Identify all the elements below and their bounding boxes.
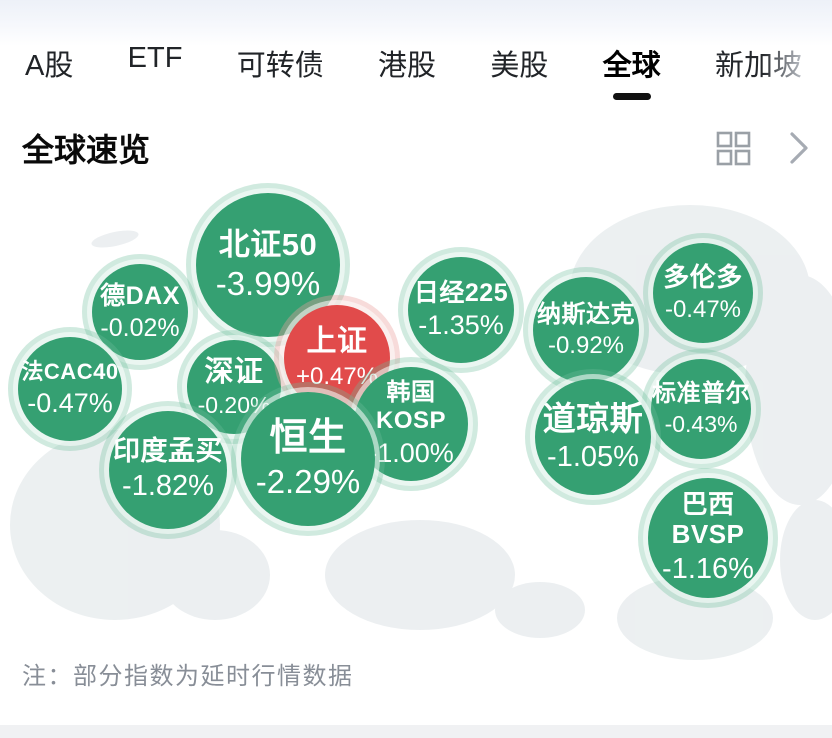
index-change: -1.00% bbox=[368, 437, 454, 468]
index-change: -2.29% bbox=[255, 463, 361, 501]
index-name: 德DAX bbox=[100, 281, 180, 310]
index-name: 上证 bbox=[306, 325, 368, 359]
index-change: -0.47% bbox=[27, 387, 113, 418]
index-bubble[interactable]: 纳斯达克 -0.92% bbox=[533, 277, 639, 383]
delayed-quotes-note: 注：部分指数为延时行情数据 bbox=[22, 663, 354, 690]
index-name: 韩国KOSP bbox=[375, 379, 446, 434]
top-gradient bbox=[0, 0, 832, 46]
index-bubble[interactable]: 深证 -0.20% bbox=[187, 340, 281, 434]
index-bubble[interactable]: 多伦多 -0.47% bbox=[653, 243, 753, 343]
index-change: -0.02% bbox=[100, 313, 180, 342]
tab-label: A股 bbox=[25, 50, 74, 82]
index-bubble[interactable]: 日经225 -1.35% bbox=[408, 257, 514, 363]
tab-etf[interactable]: ETF bbox=[128, 42, 183, 91]
tab-label: 港股 bbox=[378, 50, 437, 82]
index-name: 北证50 bbox=[218, 226, 318, 262]
tab-label: 全球 bbox=[602, 50, 661, 82]
tab-label: 可转债 bbox=[236, 50, 324, 82]
index-bubble[interactable]: 恒生 -2.29% bbox=[241, 392, 375, 526]
tab-convertible-bonds[interactable]: 可转债 bbox=[237, 42, 324, 100]
tab-us-stocks[interactable]: 美股 bbox=[490, 42, 548, 100]
index-name: 巴西BVSP bbox=[671, 488, 745, 549]
tab-global[interactable]: 全球 bbox=[603, 42, 661, 100]
index-bubble[interactable]: 道琼斯 -1.05% bbox=[535, 379, 651, 495]
index-name: 日经225 bbox=[413, 278, 509, 307]
active-tab-underline bbox=[612, 93, 651, 100]
index-name: 多伦多 bbox=[663, 261, 743, 292]
index-name: 印度孟买 bbox=[113, 436, 223, 467]
index-name: 道琼斯 bbox=[542, 399, 644, 437]
index-change: -0.43% bbox=[664, 411, 738, 438]
grid-view-icon[interactable] bbox=[715, 130, 752, 167]
index-change: -1.35% bbox=[418, 310, 504, 341]
index-name: 法CAC40 bbox=[21, 359, 119, 385]
tab-label: 新加坡 bbox=[714, 50, 802, 82]
index-name: 标准普尔 bbox=[652, 380, 750, 408]
index-bubble[interactable]: 巴西BVSP -1.16% bbox=[648, 478, 768, 598]
page-title: 全球速览 bbox=[22, 132, 151, 168]
index-change: -0.47% bbox=[664, 295, 742, 323]
index-change: -1.05% bbox=[547, 440, 639, 473]
index-change: -1.82% bbox=[122, 470, 214, 503]
index-name: 纳斯达克 bbox=[537, 300, 635, 328]
section-header: 全球速览 bbox=[22, 122, 810, 174]
index-name: 深证 bbox=[204, 355, 264, 388]
index-bubble[interactable]: 标准普尔 -0.43% bbox=[651, 359, 751, 459]
market-tabbar: A股 ETF 可转债 港股 美股 全球 新加坡 bbox=[25, 42, 802, 100]
tab-label: 美股 bbox=[490, 50, 549, 82]
tab-singapore[interactable]: 新加坡 bbox=[715, 42, 802, 100]
index-change: +0.47% bbox=[295, 362, 379, 390]
index-bubble[interactable]: 印度孟买 -1.82% bbox=[109, 411, 227, 529]
index-change: -3.99% bbox=[215, 265, 321, 303]
index-bubble[interactable]: 德DAX -0.02% bbox=[92, 264, 188, 360]
tab-label: ETF bbox=[127, 42, 183, 74]
index-change: -0.92% bbox=[547, 331, 625, 359]
tab-hk-stocks[interactable]: 港股 bbox=[378, 42, 436, 100]
index-bubble[interactable]: 法CAC40 -0.47% bbox=[18, 337, 122, 441]
section-divider bbox=[0, 725, 832, 738]
chevron-right-icon[interactable] bbox=[788, 129, 810, 167]
index-change: -1.16% bbox=[662, 552, 754, 585]
index-name: 恒生 bbox=[269, 416, 347, 459]
tab-a-shares[interactable]: A股 bbox=[25, 42, 73, 100]
